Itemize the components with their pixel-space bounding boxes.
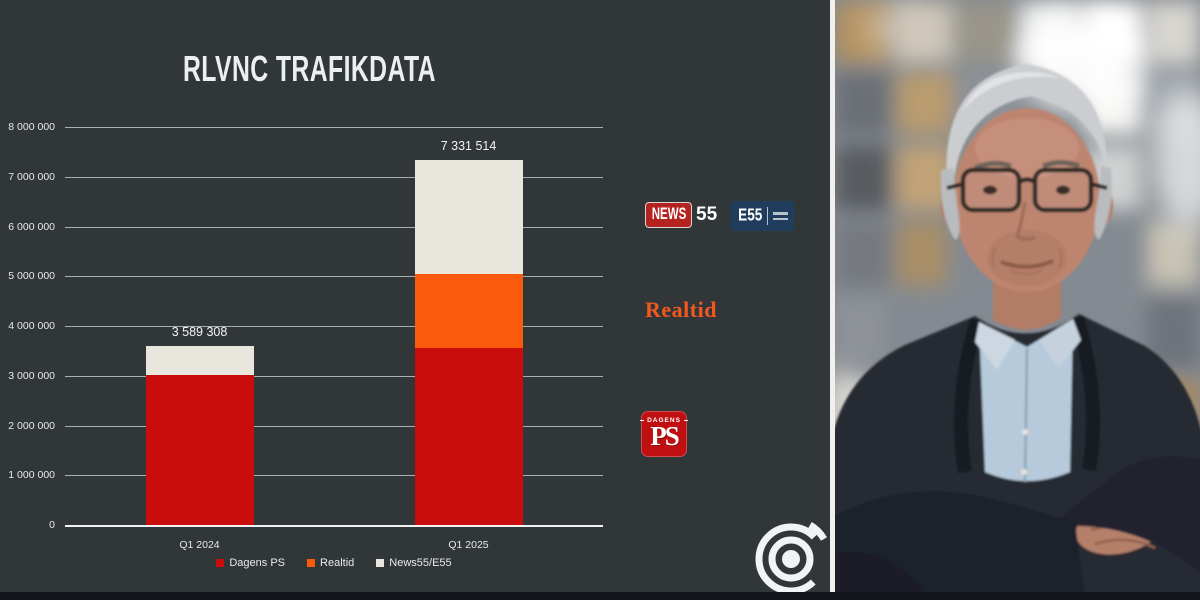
news55-logo-box: NEWS — [645, 202, 692, 228]
chart-legend: Dagens PS Realtid News55/E55 — [65, 557, 603, 569]
bottom-accent-bar — [0, 592, 1200, 600]
portrait-photo — [835, 0, 1200, 592]
e55-logo: E55 — [731, 201, 794, 231]
x-tick-label: Q1 2025 — [448, 539, 489, 551]
gridline — [65, 375, 603, 377]
bar-total-label: 3 589 308 — [171, 325, 228, 340]
gridline — [65, 127, 603, 128]
bar-segment-dagens-ps — [145, 374, 254, 525]
panel-divider — [830, 0, 835, 592]
news55-logo: NEWS 55 — [645, 202, 717, 228]
dagens-ps-logo-main: PS — [650, 421, 679, 451]
y-tick-label: 3 000 000 — [8, 369, 55, 382]
man-figure — [835, 64, 1200, 592]
x-tick-label: Q1 2024 — [179, 539, 220, 551]
news55-logo-suffix: 55 — [696, 204, 718, 225]
portrait-photo-art — [835, 0, 1200, 592]
bar-segment-news55-e55 — [145, 346, 254, 375]
legend-item-dagens-ps: Dagens PS — [216, 557, 285, 569]
y-tick-label: 1 000 000 — [8, 469, 55, 482]
realtid-logo: Realtid — [645, 297, 717, 322]
dagens-ps-logo: DAGENS PS — [640, 411, 688, 457]
legend-swatch — [307, 559, 316, 567]
legend-label: News55/E55 — [389, 557, 452, 569]
y-tick-label: 5 000 000 — [8, 270, 55, 283]
gridline — [65, 326, 603, 327]
legend-label: Dagens PS — [229, 557, 286, 569]
legend-swatch — [216, 559, 225, 567]
bar-segment-realtid — [414, 273, 523, 348]
e55-logo-tagline-lines — [773, 212, 789, 220]
chart-title: RLVNC TRAFIKDATA — [183, 48, 436, 90]
y-tick-label: 7 000 000 — [8, 170, 55, 183]
y-tick-label: 2 000 000 — [8, 419, 55, 432]
e55-logo-text: E55 — [738, 206, 763, 225]
gridline — [65, 176, 603, 178]
rlvnc-spiral-icon — [755, 521, 828, 595]
bar-segment-news55-e55 — [414, 160, 523, 274]
chart-panel: RLVNC TRAFIKDATA 8 000 000 7 000 000 6 000… — [8, 48, 828, 595]
bar-total-label: 7 331 514 — [440, 139, 497, 154]
bar-q1-2025 — [414, 160, 523, 525]
legend-item-news55-e55: News55/E55 — [376, 557, 452, 569]
news55-logo-text: NEWS — [651, 205, 686, 224]
legend-swatch — [376, 559, 385, 567]
x-axis-line — [65, 525, 603, 527]
legend-label: Realtid — [320, 557, 355, 569]
bar-segment-dagens-ps — [414, 347, 523, 525]
gridline — [65, 475, 603, 477]
gridline — [65, 276, 603, 278]
y-tick-label: 8 000 000 — [8, 121, 55, 133]
e55-logo-divider — [767, 207, 769, 225]
gridline — [65, 226, 603, 228]
y-tick-label: 4 000 000 — [8, 320, 55, 332]
legend-item-realtid: Realtid — [307, 557, 354, 569]
y-tick-label: 0 — [49, 519, 55, 531]
y-tick-label: 6 000 000 — [8, 220, 55, 233]
dagens-ps-logo-top: DAGENS — [640, 417, 688, 424]
stacked-bar-chart: 8 000 000 7 000 000 6 000 000 5 000 000 4 00… — [8, 121, 603, 569]
bar-q1-2024 — [145, 346, 254, 525]
gridline — [65, 425, 603, 427]
